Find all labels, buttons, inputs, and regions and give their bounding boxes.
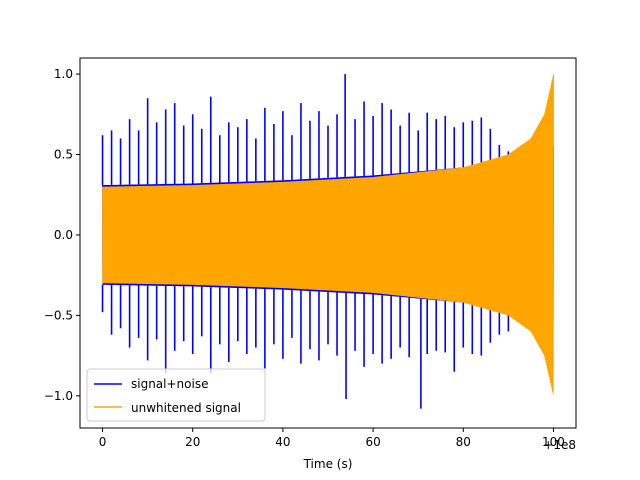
legend: signal+noise unwhitened signal	[86, 368, 266, 422]
legend-label-signal-noise: signal+noise	[131, 377, 208, 391]
y-tick-label: −0.5	[44, 308, 73, 322]
x-tick-label: 20	[185, 435, 200, 449]
y-tick-label: −1.0	[44, 389, 73, 403]
series-signal-noise	[101, 74, 554, 409]
y-axis-ticks: −1.0 −0.5 0.0 0.5 1.0	[44, 67, 80, 403]
x-tick-label: 60	[365, 435, 380, 449]
x-axis-ticks: 0 20 40 60 80 100	[99, 428, 565, 449]
x-axis-label: Time (s)	[303, 457, 353, 471]
series-unwhitened-signal	[102, 74, 554, 395]
x-tick-label: 0	[99, 435, 107, 449]
x-axis-offset-label: +1e8	[543, 438, 576, 452]
x-tick-label: 80	[456, 435, 471, 449]
x-tick-label: 100	[542, 435, 565, 449]
plot-area	[101, 74, 554, 409]
x-tick-label: 40	[275, 435, 290, 449]
legend-label-unwhitened-signal: unwhitened signal	[131, 401, 241, 415]
y-tick-label: 1.0	[54, 67, 73, 81]
series-unwhitened-signal-line	[102, 74, 554, 395]
series-layer	[101, 74, 554, 409]
y-tick-label: 0.0	[54, 228, 73, 242]
y-tick-label: 0.5	[54, 148, 73, 162]
legend-box	[86, 368, 266, 422]
axes-frame	[79, 57, 577, 429]
